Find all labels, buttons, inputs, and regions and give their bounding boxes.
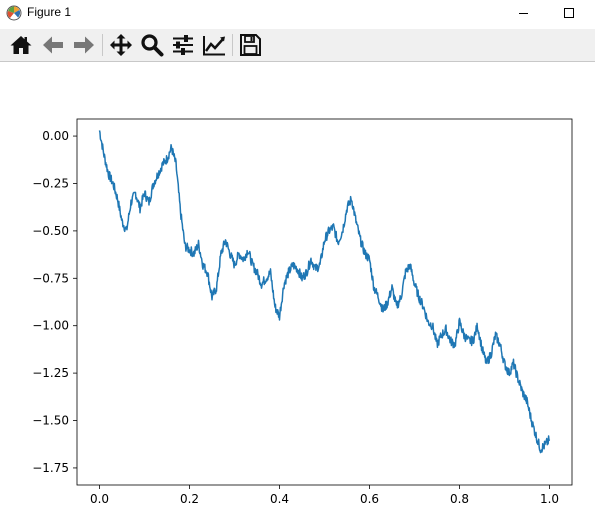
trend-chart-icon [203, 36, 225, 56]
axes-frame [76, 118, 573, 486]
minimize-icon [518, 12, 528, 14]
line-chart: 0.0 0.2 0.4 0.6 0.8 1.0 0.00 −0.25 −0.50 −0.75 −1.… [32, 118, 573, 506]
data-series-line [98, 130, 551, 454]
y-tick-label: −0.25 [32, 176, 69, 190]
x-tick-label: 0.0 [90, 492, 109, 506]
toolbar-separator [232, 34, 233, 56]
figure-canvas[interactable]: 0.0 0.2 0.4 0.6 0.8 1.0 0.00 −0.25 −0.50 −0.75 −1.… [0, 62, 595, 526]
x-tick-label: 0.2 [180, 492, 199, 506]
toolbar-separator [102, 34, 103, 56]
y-tick-label: −1.50 [32, 414, 69, 428]
home-icon [10, 36, 32, 54]
arrow-right-icon [74, 36, 94, 54]
arrow-left-icon [43, 36, 63, 54]
y-tick-label: −1.00 [32, 319, 69, 333]
y-tick-label: −0.75 [32, 271, 69, 285]
floppy-disk-icon [240, 34, 261, 56]
back-button[interactable] [40, 32, 66, 58]
y-tick-label: −0.50 [32, 224, 69, 238]
pan-button[interactable] [108, 32, 134, 58]
magnifier-icon [141, 34, 164, 57]
home-button[interactable] [8, 32, 34, 58]
matplotlib-logo-icon [6, 5, 22, 21]
x-tick-label: 0.8 [450, 492, 469, 506]
move-icon [110, 34, 132, 56]
y-tick-label: −1.75 [32, 461, 69, 475]
y-tick-label: −1.25 [32, 366, 69, 380]
window-title: Figure 1 [27, 5, 72, 19]
sliders-icon [173, 35, 193, 55]
maximize-button[interactable] [546, 0, 592, 26]
x-tick-label: 0.6 [360, 492, 379, 506]
forward-button[interactable] [71, 32, 97, 58]
zoom-button[interactable] [139, 32, 165, 58]
y-tick-label: 0.00 [42, 129, 69, 143]
window-titlebar: Figure 1 [0, 0, 595, 26]
save-button[interactable] [237, 32, 263, 58]
navigation-toolbar [0, 29, 595, 62]
configure-subplots-button[interactable] [170, 32, 196, 58]
x-tick-label: 0.4 [270, 492, 289, 506]
x-tick-label: 1.0 [540, 492, 559, 506]
edit-axis-button[interactable] [201, 32, 227, 58]
maximize-icon [564, 8, 574, 18]
minimize-button[interactable] [500, 0, 546, 26]
